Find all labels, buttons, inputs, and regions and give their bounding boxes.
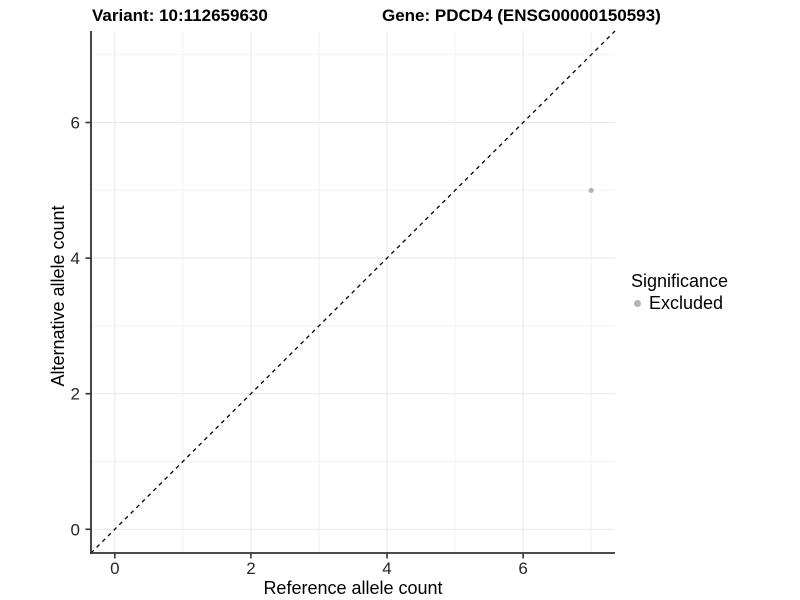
variant-title: Variant: 10:112659630	[92, 6, 268, 25]
data-point	[588, 187, 594, 193]
grid-layer	[91, 31, 615, 553]
y-tick-label: 6	[71, 114, 80, 133]
x-tick-label: 0	[110, 559, 119, 578]
x-tick-label: 6	[518, 559, 527, 578]
x-tick-label: 4	[382, 559, 391, 578]
axis-layer: 0 2 4 6 0 2 4 6	[71, 31, 615, 578]
legend: Significance Excluded	[631, 271, 728, 314]
identity-reference-line	[90, 30, 616, 554]
x-tick-label: 2	[246, 559, 255, 578]
legend-title: Significance	[631, 271, 729, 291]
gene-title: Gene: PDCD4 (ENSG00000150593)	[382, 6, 661, 25]
legend-item-excluded: Excluded	[631, 293, 728, 314]
y-axis-title: Alternative allele count	[48, 205, 68, 386]
x-axis-title: Reference allele count	[263, 578, 442, 598]
data-layer	[90, 30, 616, 554]
legend-item-label: Excluded	[649, 293, 724, 313]
legend-point-icon	[634, 300, 641, 307]
y-tick-label: 4	[71, 249, 80, 268]
y-tick-label: 2	[71, 385, 80, 404]
y-tick-label: 0	[71, 520, 80, 539]
